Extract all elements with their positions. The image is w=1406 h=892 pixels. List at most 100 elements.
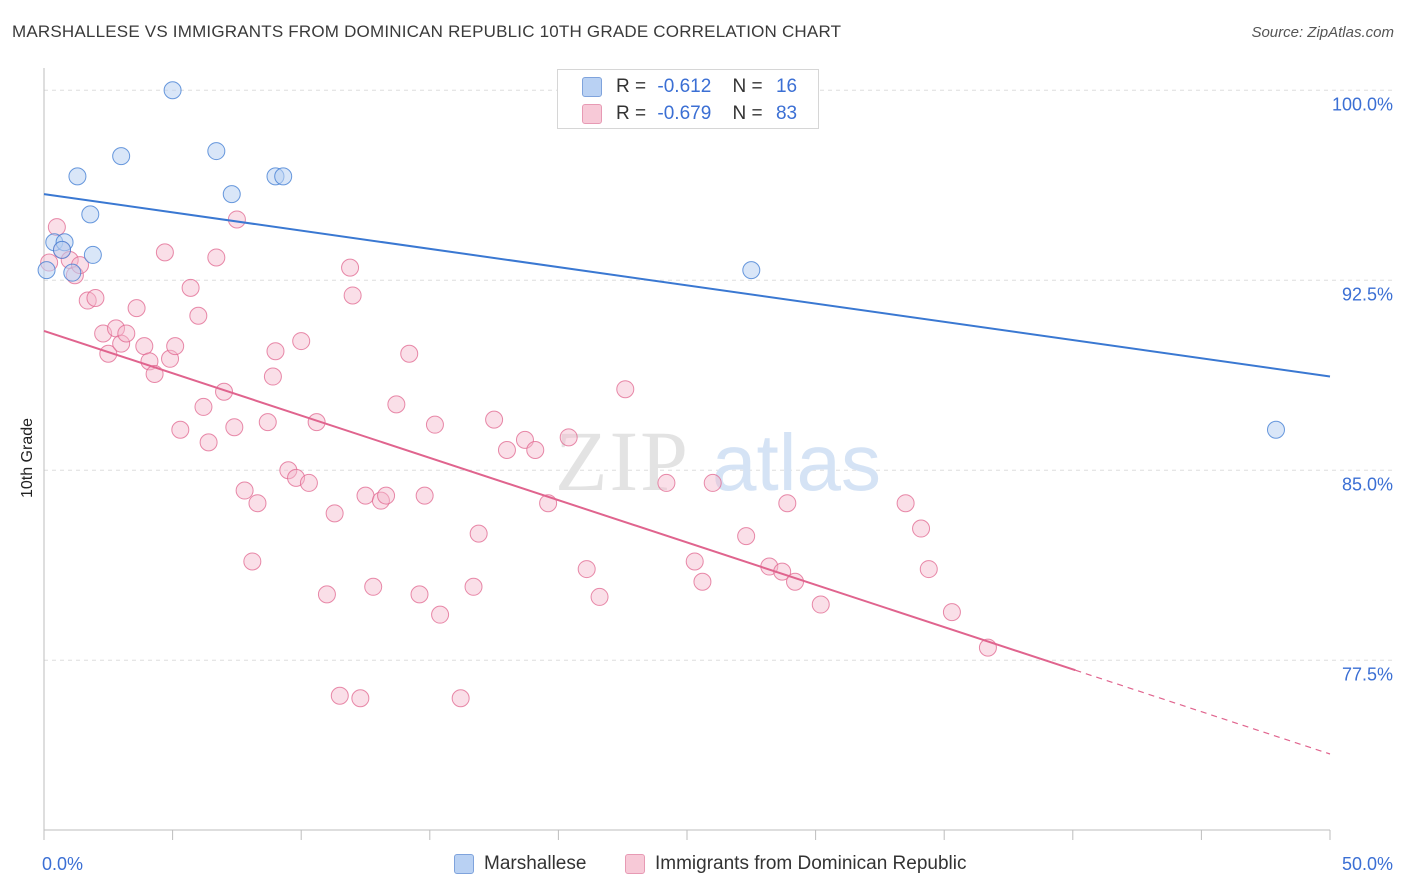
n-label: N =: [732, 76, 763, 97]
marshallese-point-10: [222, 185, 241, 204]
marshallese-point-9: [207, 142, 226, 161]
legend-swatch-marshallese: [454, 854, 474, 874]
dominican-point-23: [194, 397, 213, 416]
y-tick-label-3: 77.5%: [1342, 664, 1393, 684]
dominican-point-39: [307, 413, 326, 432]
dominican-point-9: [99, 344, 118, 363]
legend-item-marshallese: Marshallese: [454, 851, 586, 877]
dominican-trend-line: [43, 329, 1076, 672]
series-marshallese-points: [37, 81, 1285, 439]
dominican-point-40: [317, 585, 336, 604]
dominican-point-54: [425, 415, 444, 434]
dominican-point-28: [227, 210, 246, 229]
dominican-point-21: [181, 278, 200, 297]
dominican-point-69: [685, 552, 704, 571]
y-tick-label-0: 100.0%: [1332, 94, 1393, 114]
dominican-point-48: [371, 491, 390, 510]
trend-lines: [43, 193, 1331, 755]
dominican-point-22: [189, 306, 208, 325]
legend-label-marshallese: Marshallese: [484, 853, 587, 874]
marshallese-point-3: [63, 263, 82, 282]
legend-swatch-dominican: [625, 854, 645, 874]
source-label: Source: ZipAtlas.com: [1251, 24, 1394, 41]
stats-legend: R = -0.612 N = 16 R = -0.679 N = 83: [557, 69, 819, 129]
y-tick-label-1: 92.5%: [1342, 284, 1393, 304]
dominican-point-20: [171, 420, 190, 439]
series-dominican-points: [40, 210, 997, 708]
dominican-point-26: [215, 382, 234, 401]
dominican-point-56: [451, 689, 470, 708]
dominican-point-25: [207, 248, 226, 267]
marshallese-point-0: [37, 261, 56, 280]
dominican-point-68: [657, 473, 676, 492]
r-value: -0.612: [657, 76, 712, 97]
dominican-point-35: [279, 461, 298, 480]
dominican-point-78: [896, 494, 915, 513]
dominican-point-7: [86, 289, 105, 307]
n-label: N =: [732, 103, 763, 124]
x-tick-label-1: 50.0%: [1342, 854, 1393, 874]
dominican-point-53: [415, 486, 434, 505]
dominican-point-51: [400, 344, 419, 363]
dominican-point-80: [919, 560, 938, 579]
marshallese-point-8: [163, 81, 182, 100]
dominican-point-17: [155, 243, 174, 262]
legend-item-dominican: Immigrants from Dominican Republic: [625, 851, 967, 877]
marshallese-point-15: [53, 240, 72, 259]
legend-label-dominican: Immigrants from Dominican Republic: [655, 853, 967, 874]
dominican-point-64: [559, 428, 578, 447]
dominican-point-31: [248, 494, 267, 513]
dominican-point-57: [464, 577, 483, 596]
y-tick-label-2: 85.0%: [1342, 474, 1393, 494]
marshallese-trend-line: [43, 193, 1331, 378]
dominican-point-11: [112, 334, 131, 353]
dominican-point-55: [431, 605, 450, 624]
dominican-point-24: [199, 433, 218, 452]
series-legend: Marshallese Immigrants from Dominican Re…: [0, 851, 1406, 877]
dominican-point-49: [377, 486, 396, 505]
watermark-atlas: atlas: [712, 418, 881, 507]
dominican-point-37: [292, 332, 311, 351]
n-value: 16: [775, 76, 798, 97]
marshallese-point-7: [112, 147, 131, 166]
y-tick-labels: 100.0% 92.5% 85.0% 77.5%: [1332, 94, 1393, 684]
dominican-point-46: [356, 486, 375, 505]
n-value: 83: [775, 103, 798, 124]
marshallese-point-6: [83, 245, 102, 264]
watermark-zip: ZIP: [555, 413, 690, 509]
dominican-point-81: [942, 603, 961, 622]
dominican-point-45: [351, 689, 370, 708]
dominican-point-60: [497, 441, 516, 459]
dominican-point-33: [263, 367, 282, 386]
dominican-point-72: [737, 527, 756, 546]
dominican-point-29: [235, 481, 254, 500]
stats-text-2: R = -0.679 N = 83: [616, 103, 797, 125]
chart-title: MARSHALLESE VS IMMIGRANTS FROM DOMINICAN…: [12, 22, 842, 41]
marshallese-point-12: [274, 167, 293, 186]
dominican-point-59: [485, 410, 504, 429]
dominican-point-42: [330, 686, 349, 705]
dominican-point-58: [469, 524, 488, 543]
marshallese-swatch: [582, 77, 602, 97]
dominican-trend-line-extrapolated: [1075, 669, 1331, 755]
r-value: -0.679: [657, 103, 712, 124]
dominican-point-43: [341, 258, 360, 277]
y-axis-label: 10th Grade: [19, 417, 36, 499]
dominican-point-71: [703, 473, 722, 492]
dominican-point-12: [117, 324, 136, 343]
dominican-swatch: [582, 104, 602, 124]
dominican-point-27: [225, 418, 244, 437]
watermark: ZIP atlas: [555, 413, 881, 509]
marshallese-point-4: [68, 167, 87, 186]
dominican-point-50: [387, 395, 406, 414]
dominican-point-38: [299, 473, 318, 492]
marshallese-point-14: [1266, 420, 1285, 439]
dominican-point-19: [166, 337, 185, 356]
dominican-point-1: [47, 218, 66, 237]
dominican-point-30: [243, 552, 262, 571]
dominican-point-52: [410, 585, 429, 604]
dominican-point-79: [912, 519, 931, 538]
dominican-point-75: [778, 494, 797, 513]
dominican-point-67: [616, 380, 635, 399]
